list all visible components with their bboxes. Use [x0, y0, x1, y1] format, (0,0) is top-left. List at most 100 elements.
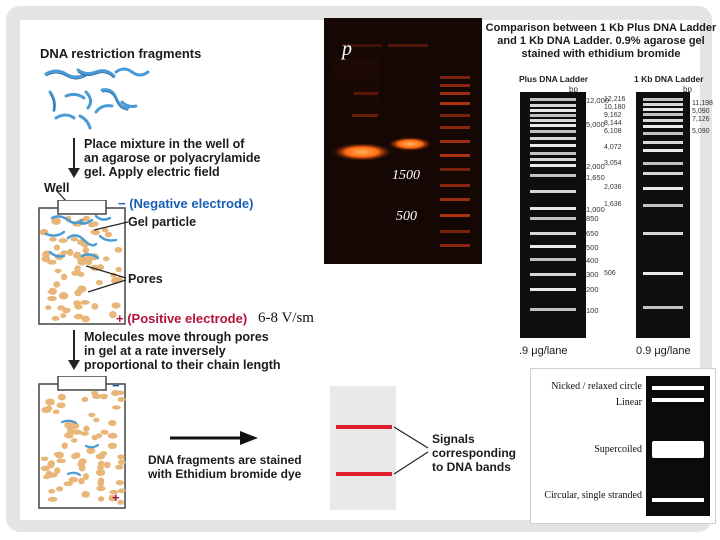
ladder-band [530, 273, 576, 276]
ladder-band [530, 152, 576, 155]
gel-particle [47, 496, 58, 502]
gel-particle [109, 489, 119, 495]
gel-particle [62, 307, 71, 314]
gel-particle [78, 477, 85, 485]
right-arrow-icon [170, 431, 258, 445]
gel-particle [73, 251, 82, 259]
gel-particle [108, 494, 117, 502]
plus-label: 5,000 [586, 120, 605, 129]
ladder-band [530, 232, 576, 235]
gel-particle [53, 244, 60, 251]
gel-particle [51, 316, 60, 321]
gel-particle [81, 396, 89, 403]
gel-particle [92, 393, 102, 400]
gel-ladder-band [440, 126, 470, 129]
gel-particle [74, 303, 83, 310]
gel-particle [54, 268, 62, 274]
kb-label: 9,162 [604, 112, 622, 119]
gel-particle [61, 442, 68, 449]
gel-particle [82, 215, 90, 222]
ladder-band [530, 130, 576, 133]
negative-electrode-label: − (Negative electrode) [118, 196, 254, 211]
gel-particle [108, 420, 117, 427]
gel-particle [95, 279, 103, 286]
gel-particle [97, 496, 105, 502]
ladder-band [643, 172, 683, 175]
gel-particle [109, 311, 117, 319]
kb-label-right: 7,126 [692, 116, 710, 123]
gel-particle [115, 480, 124, 486]
gel-particle [77, 461, 86, 467]
plus-label: 500 [586, 243, 599, 252]
gel-particle [52, 217, 59, 223]
gel-particle [40, 456, 49, 462]
gel-particle [110, 390, 120, 397]
dna-band-2 [336, 472, 392, 476]
gel-particle [45, 398, 55, 406]
gel-ladder-band [440, 244, 470, 247]
plus-label: 12,000 [586, 96, 609, 105]
kb-label: 1,636 [604, 201, 622, 208]
pores-pointer [86, 265, 127, 293]
gel-particle [63, 481, 73, 487]
dna-band-1 [336, 425, 392, 429]
positive-sign-2: + [112, 490, 120, 505]
ladder-band [643, 187, 683, 190]
ladder-band [530, 258, 576, 261]
gel-particle [80, 300, 90, 305]
ladder-band [530, 164, 576, 167]
gel-ladder-band [440, 198, 470, 201]
ladder-band [530, 158, 576, 161]
gel-particle [100, 451, 108, 456]
ladder-band [530, 144, 576, 147]
gel-particle [111, 302, 121, 309]
gel-particle [115, 266, 122, 273]
ladder-band [530, 245, 576, 248]
gel-particle [45, 305, 52, 310]
gel-particle [82, 473, 90, 480]
lane1-title: Plus DNA Ladder [519, 74, 589, 84]
ladder-band [643, 113, 683, 116]
gel-particle [93, 417, 100, 423]
plus-label: 1,650 [586, 173, 605, 182]
gel-particle [40, 465, 50, 472]
ladder-band [643, 103, 683, 106]
gel-particle [115, 464, 124, 470]
plus-label: 400 [586, 256, 599, 265]
linear-band [652, 398, 704, 402]
gel-particle [58, 238, 68, 243]
kb-label: 4,072 [604, 144, 622, 151]
step-place-mixture: Place mixture in the well of an agarose … [84, 137, 261, 179]
gel-particle [70, 237, 79, 242]
gel-particle [103, 256, 110, 262]
gel-particle [73, 271, 84, 276]
ladder-band [643, 141, 683, 144]
signals-caption: Signals corresponding to DNA bands [432, 432, 517, 474]
gel-particle [57, 393, 66, 401]
nicked-band [652, 386, 704, 390]
ladder-band [643, 98, 683, 101]
gel-particle [72, 429, 83, 435]
gel-particle [74, 265, 81, 273]
gel-particle [112, 405, 121, 410]
gel-box-before [38, 200, 126, 325]
gel-particle [117, 454, 125, 460]
gel-particle [56, 402, 66, 409]
gel-ladder-band [440, 168, 470, 171]
gel-particle [48, 488, 56, 494]
gel-particle [97, 477, 105, 484]
kb-label-right: 5,090 [692, 128, 710, 135]
gel-particle [88, 222, 96, 228]
supercoiled-label: Supercoiled [594, 444, 642, 455]
gel-particle [114, 246, 123, 253]
gel-particle [55, 451, 64, 459]
gel-particle [56, 486, 64, 492]
lane2-title: 1 Kb DNA Ladder [634, 74, 704, 84]
lane2-bp-unit: bp [683, 85, 692, 94]
ladder-band [643, 108, 683, 111]
gel-particle [56, 458, 66, 464]
restriction-fragments-title: DNA restriction fragments [40, 46, 202, 61]
lane-letter: p [342, 38, 352, 60]
ladder-band [530, 119, 576, 122]
kb-ladder-labels-right: 11,198 5,090 7,126 5,090 [692, 92, 718, 338]
